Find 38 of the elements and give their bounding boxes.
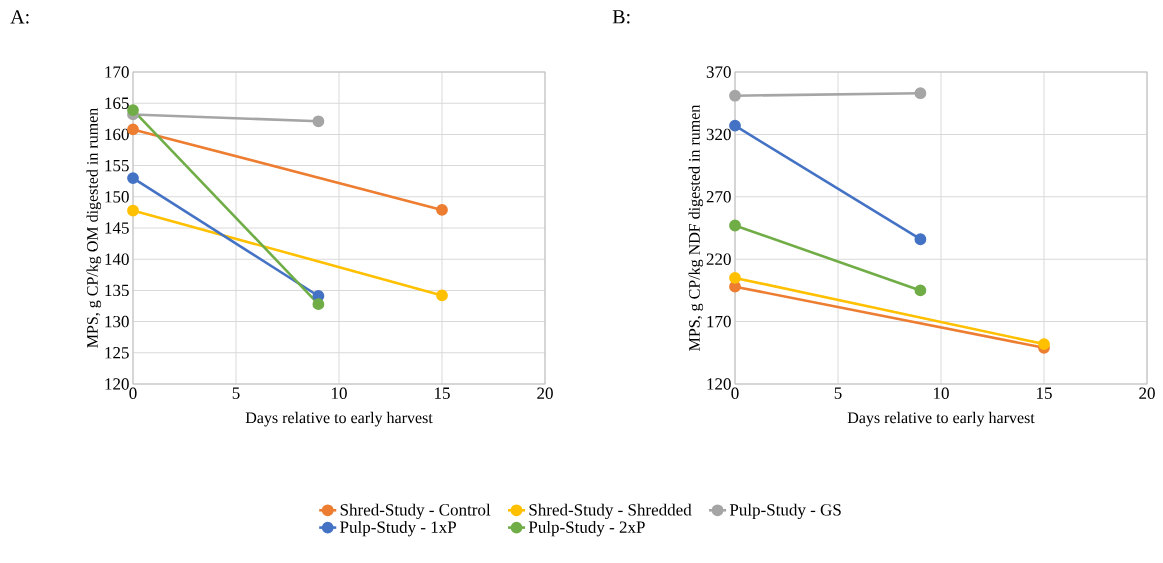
x-tick-label: 15 [434, 387, 450, 399]
legend-label: Shred-Study - Control [340, 503, 491, 520]
x-tick-label: 0 [129, 387, 137, 400]
y-tick-label: 155 [105, 159, 129, 172]
y-tick-label: 165 [105, 97, 129, 109]
x-tick-label: 5 [232, 387, 240, 399]
x-tick-label: 0 [731, 387, 739, 400]
y-tick-label: 120 [105, 378, 129, 390]
legend-label: Shred-Study - Shredded [529, 503, 692, 520]
y-tick-label: 130 [105, 315, 129, 328]
chart-title: A: [10, 10, 29, 24]
y-tick-label: 160 [105, 128, 129, 141]
x-axis-title: Days relative to early harvest [245, 411, 433, 427]
y-tick-label: 320 [706, 128, 731, 141]
chart-title: B: [612, 10, 630, 24]
y-tick-label: 140 [105, 253, 129, 265]
y-tick-label: 170 [105, 66, 129, 78]
x-tick-label: 20 [1139, 387, 1155, 400]
y-tick-label: 270 [706, 191, 731, 203]
y-tick-label: 220 [706, 253, 731, 265]
y-axis-title: MPS, g CP/kg NDF digested in rumen [688, 104, 704, 351]
y-tick-label: 370 [706, 66, 731, 78]
legend-label: Pulp-Study - 2xP [528, 520, 645, 537]
y-tick-label: 125 [105, 347, 129, 359]
y-tick-label: 135 [105, 284, 129, 297]
x-axis-title: Days relative to early harvest [847, 411, 1035, 427]
y-axis-title: MPS, g CP/kg OM digested in rumen [86, 108, 102, 348]
y-tick-label: 145 [105, 222, 129, 234]
x-tick-label: 20 [537, 387, 553, 400]
x-tick-label: 10 [331, 387, 347, 400]
legend-label: Pulp-Study - 1xP [340, 520, 456, 537]
legend-label: Pulp-Study - GS [729, 503, 841, 520]
y-tick-label: 170 [707, 315, 731, 328]
y-tick-label: 120 [707, 378, 731, 390]
y-tick-label: 150 [105, 191, 129, 203]
x-tick-label: 10 [934, 387, 949, 400]
x-tick-label: 15 [1037, 387, 1052, 399]
x-tick-label: 5 [834, 387, 842, 399]
